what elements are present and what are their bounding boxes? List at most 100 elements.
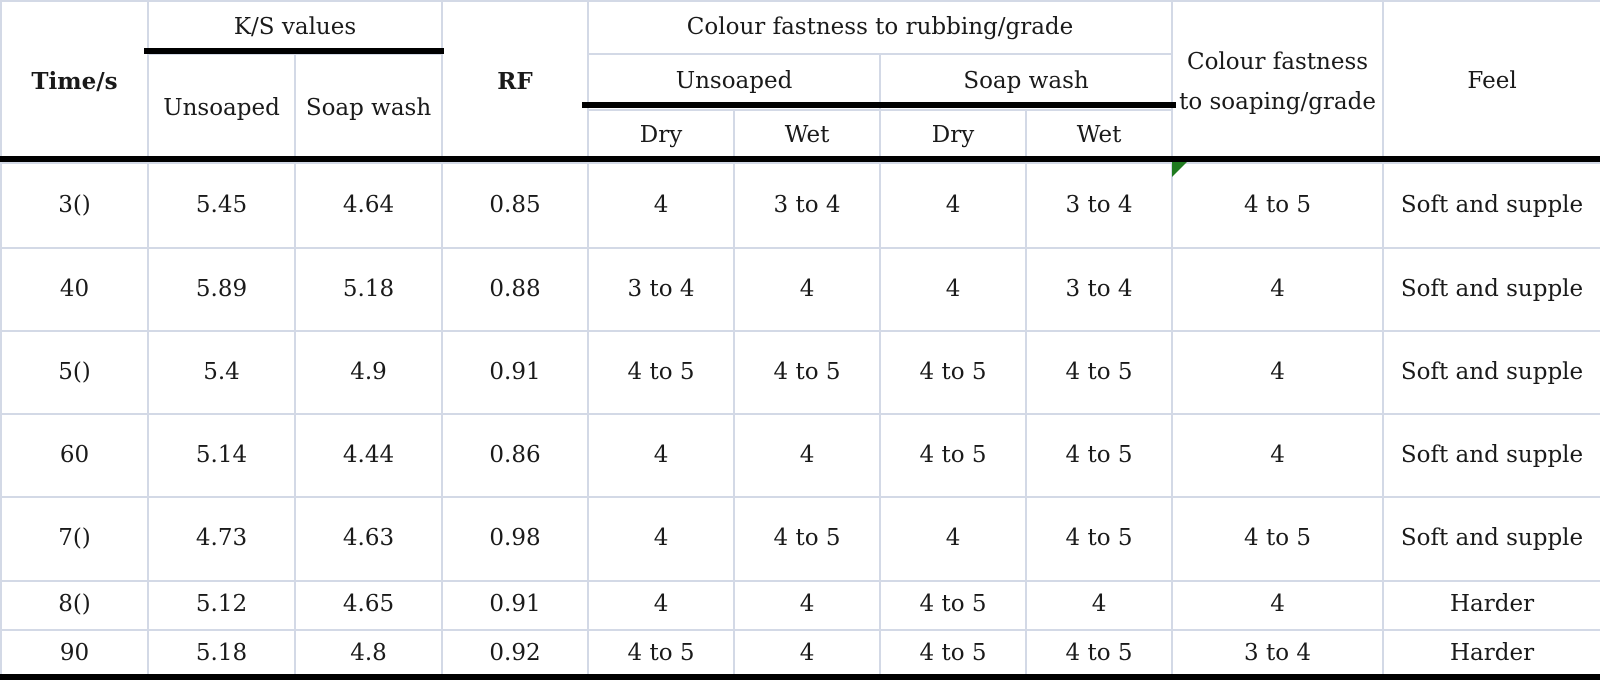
table-cell: 4.44 [293,413,444,499]
table-cell: 4 [1171,247,1385,333]
table-cell: 4 [1025,579,1174,631]
ks-values-header: K/S values [146,0,444,56]
header-rule [0,156,1600,162]
table-cell: 8() [0,579,149,631]
soap-wash-dry-header: Dry [879,108,1028,165]
table-cell: Harder [1382,579,1600,631]
table-cell: 4.64 [293,162,444,250]
table-cell: 4 [1171,579,1385,631]
table-cell: 0.88 [441,247,590,333]
table-cell: 0.98 [441,496,590,582]
table-cell: 4 [587,579,736,631]
table-cell: 3 to 4 [587,247,736,333]
table-cell: 5.89 [147,247,296,333]
table-cell: Soft and supple [1382,496,1600,582]
table-cell: 0.91 [441,330,590,416]
table-cell: 4 to 5 [733,496,882,582]
table-cell: 4 to 5 [1025,413,1174,499]
table-cell: 4 to 5 [587,330,736,416]
table-row: 8() 5.12 4.65 0.91 4 4 4 to 5 4 4 Harder [0,579,1600,631]
table-cell: 3() [0,162,149,250]
table-cell: 4 to 5 [1025,496,1174,582]
table-cell: 4 to 5 [1025,330,1174,416]
ks-soap-wash-header: Soap wash [293,53,444,165]
table-cell: 0.91 [441,579,590,631]
table-cell: 4 [587,162,736,250]
table-cell: 4 to 5 [879,413,1028,499]
table-cell: 3 to 4 [1025,247,1174,333]
time-header: Time/s [0,0,149,165]
soap-wash-wet-header: Wet [1025,108,1174,165]
table-cell: 5.18 [293,247,444,333]
unsoaped-wet-header: Wet [733,108,882,165]
table-cell: 5.14 [147,413,296,499]
table-cell: 60 [0,413,149,499]
cell-comment-marker [1172,162,1187,177]
header-row-1: Time/s K/S values RF Colour fastness to … [0,0,1600,165]
table-cell: 4 [879,496,1028,582]
table-cell: 4 [733,413,882,499]
table-cell: 4 [733,579,882,631]
table-cell: 4 to 5 [879,628,1028,680]
table-cell: 4 [733,247,882,333]
table-cell: Soft and supple [1382,413,1600,499]
table-cell: 4 [879,162,1028,250]
header-row-3: Dry Wet Dry Wet [1,108,1600,165]
table-cell: 4 to 5 [733,330,882,416]
table-cell: 5.18 [147,628,296,680]
table-cell: 4 to 5 [879,579,1028,631]
table-cell: 0.92 [441,628,590,680]
feel-header: Feel [1382,0,1600,165]
ks-unsoaped-header: Unsoaped [147,53,296,165]
rub-unsoaped-header: Unsoaped [587,53,882,111]
table-cell: 3 to 4 [733,162,882,250]
ks-group-rule [144,48,444,54]
rub-soap-wash-header: Soap wash [879,53,1174,111]
table-cell: 40 [0,247,149,333]
table-cell: 3 to 4 [1025,162,1174,250]
table-cell: 4 [587,413,736,499]
table-cell: 4 [733,628,882,680]
rubbing-fastness-header: Colour fastness to rubbing/grade [587,0,1174,56]
table-cell: 4.63 [293,496,444,582]
table-cell: 5.12 [147,579,296,631]
unsoaped-dry-header: Dry [587,108,736,165]
table-cell: 4 to 5 [879,330,1028,416]
table-cell: 0.85 [441,162,590,250]
table-cell: 4.73 [147,496,296,582]
table-cell: 4.9 [293,330,444,416]
table-cell: 0.86 [441,413,590,499]
table-cell: 4 [1171,330,1385,416]
table-cell: 4 to 5 [587,628,736,680]
table-cell: 5.45 [147,162,296,250]
table-cell: 3 to 4 [1171,628,1385,680]
rubbing-group-rule [582,102,1176,108]
soaping-fastness-header: Colour fastness to soaping/grade [1171,0,1385,165]
table-cell: 4 [879,247,1028,333]
table-cell: 4.65 [293,579,444,631]
table-cell: Soft and supple [1382,162,1600,250]
table-cell: 4 [1171,413,1385,499]
table-cell: Harder [1382,628,1600,680]
table-cell: 5.4 [147,330,296,416]
table-cell: 90 [0,628,149,680]
table-cell: 4 to 5 [1171,162,1385,250]
table-cell: Soft and supple [1382,247,1600,333]
bottom-rule [0,674,1600,680]
table-cell: 4 [587,496,736,582]
table-cell: 5() [0,330,149,416]
rf-header: RF [441,0,590,165]
table-cell: 4 to 5 [1025,628,1174,680]
table-cell: 4 to 5 [1171,496,1385,582]
table-cell: Soft and supple [1382,330,1600,416]
header-row-2: Unsoaped Soap wash Unsoaped Soap wash [1,53,1600,165]
